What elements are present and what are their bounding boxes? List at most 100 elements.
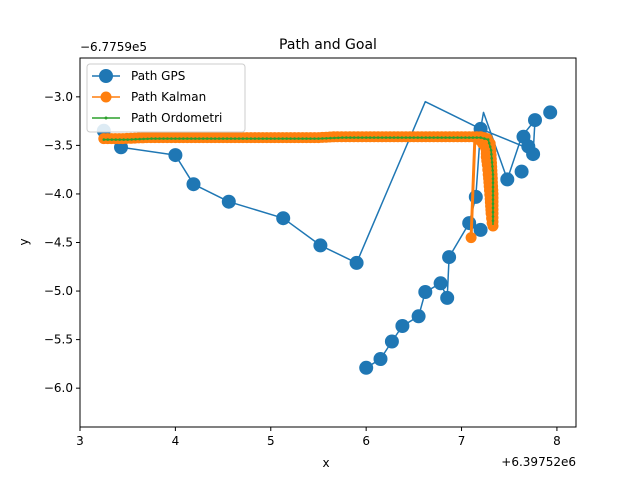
series-point-2 [491,206,495,210]
series-point-2 [380,136,384,139]
series-point-0 [418,285,433,299]
series-point-0 [359,360,374,375]
series-0 [96,100,558,375]
series-point-2 [245,137,249,140]
series-point-2 [392,136,396,139]
y-tick-label: −4.5 [44,236,73,250]
series-point-2 [444,136,447,139]
series-point-2 [491,189,495,193]
series-point-2 [456,136,459,139]
legend-marker-kalman [100,91,112,103]
series-point-2 [364,136,368,139]
series-point-2 [432,136,436,139]
series-point-2 [491,198,495,201]
series-point-2 [333,136,336,140]
series-point-2 [360,136,364,139]
series-point-0 [543,105,558,120]
series-point-2 [349,136,352,139]
series-point-2 [452,136,455,139]
series-point-2 [201,137,205,140]
series-point-2 [420,136,424,139]
series-point-2 [436,136,440,139]
series-point-2 [118,138,121,141]
series-point-2 [491,177,495,180]
series-point-2 [376,136,380,139]
series-point-2 [134,137,137,141]
series-point-2 [241,137,245,140]
legend-label-ordometri: Path Ordometri [131,111,222,125]
series-point-2 [205,137,209,140]
series-point-2 [488,145,492,148]
legend-box [86,63,246,133]
series-point-2 [384,136,388,139]
series-point-2 [329,136,332,140]
series-point-2 [491,165,494,168]
series-point-2 [162,137,165,140]
plot-area [96,100,558,375]
series-point-2 [491,194,495,197]
series-point-2 [345,136,348,139]
series-point-2 [416,136,420,139]
series-point-2 [400,136,404,139]
legend-label-kalman: Path Kalman [131,90,206,104]
series-point-2 [491,215,495,218]
series-point-2 [424,136,428,139]
series-point-2 [281,137,285,140]
series-point-2 [285,137,289,140]
series-point-0 [514,164,529,179]
y-offset-label: −6.7759e5 [80,40,147,54]
series-point-2 [491,173,495,176]
series-point-2 [186,137,189,140]
series-point-2 [352,136,356,139]
series-point-0 [168,148,183,163]
series-point-2 [182,137,185,140]
series-point-2 [174,137,177,140]
series-point-2 [460,136,463,139]
legend-label-gps: Path GPS [131,69,185,83]
series-point-0 [276,211,291,226]
series-2 [102,136,495,225]
series-point-2 [372,136,376,139]
series-point-2 [491,185,495,189]
series-point-2 [265,137,269,140]
x-tick-label: 8 [553,434,561,448]
legend-entry-ordometri: Path Ordometri [92,111,222,125]
series-point-2 [341,136,344,139]
series-point-0 [473,222,488,237]
series-point-0 [528,113,542,128]
legend-entry-gps: Path GPS [92,69,185,83]
series-point-2 [467,136,471,139]
y-tick-label: −5.0 [44,284,73,298]
x-offset-label: +6.39752e6 [501,455,576,469]
series-point-2 [130,138,133,141]
series-point-2 [261,137,265,140]
series-point-0 [526,147,541,162]
x-tick-label: 6 [362,434,370,448]
series-point-2 [209,137,213,140]
x-tick-label: 3 [76,434,84,448]
series-point-0 [349,255,364,270]
series-1 [98,131,499,244]
series-point-2 [154,137,157,140]
series-point-2 [297,137,300,140]
series-point-2 [150,137,153,140]
series-point-2 [237,137,241,140]
series-point-2 [293,137,296,140]
series-point-0 [186,177,201,192]
legend-marker-ordometri [104,116,108,120]
series-point-2 [404,136,408,139]
series-point-2 [229,137,233,140]
x-tick-label: 7 [458,434,466,448]
series-point-2 [491,219,495,222]
series-point-2 [170,137,173,140]
y-tick-label: −5.5 [44,333,73,347]
series-point-2 [166,137,169,140]
series-point-2 [114,138,118,141]
series-point-2 [309,137,312,140]
series-point-2 [178,137,181,140]
series-point-2 [471,136,475,139]
series-point-0 [433,276,448,291]
y-tick-label: −4.0 [44,187,73,201]
legend-entry-kalman: Path Kalman [92,90,206,104]
